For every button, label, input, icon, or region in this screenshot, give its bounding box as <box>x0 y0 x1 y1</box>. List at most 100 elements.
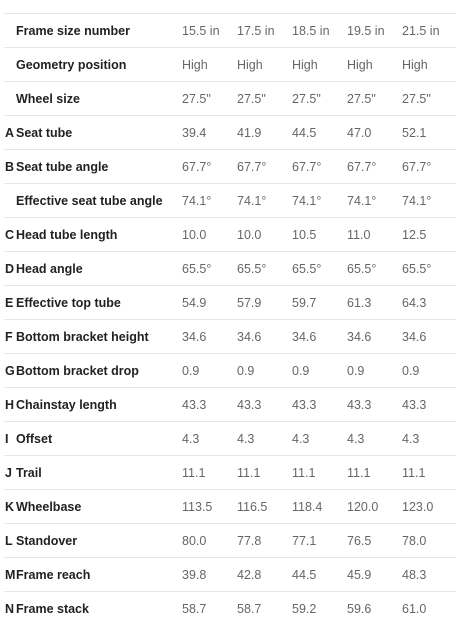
table-row: M Frame reach 39.8 42.8 44.5 45.9 48.3 <box>4 557 456 592</box>
table-row: D Head angle 65.5° 65.5° 65.5° 65.5° 65.5° <box>4 251 456 286</box>
row-value: 48.3 <box>401 557 456 592</box>
row-value: 67.7° <box>236 149 291 184</box>
row-value: 113.5 <box>181 489 236 524</box>
row-value: 27.5" <box>346 81 401 116</box>
row-value: 41.9 <box>236 115 291 150</box>
row-value: 123.0 <box>401 489 456 524</box>
row-value: 17.5 in <box>236 13 291 48</box>
row-label: Geometry position <box>16 47 181 82</box>
row-label: Standover <box>16 523 181 558</box>
table-row: K Wheelbase 113.5 116.5 118.4 120.0 123.0 <box>4 489 456 524</box>
row-value: 59.6 <box>346 591 401 625</box>
row-value: 58.7 <box>181 591 236 625</box>
row-value: 18.5 in <box>291 13 346 48</box>
row-letter: N <box>4 591 16 625</box>
table-row: A Seat tube 39.4 41.9 44.5 47.0 52.1 <box>4 115 456 150</box>
row-value: High <box>401 47 456 82</box>
row-letter: G <box>4 353 16 388</box>
row-value: 34.6 <box>401 319 456 354</box>
table-row: Frame size number 15.5 in 17.5 in 18.5 in 19… <box>4 13 456 48</box>
row-label: Effective top tube <box>16 285 181 320</box>
row-value: 77.1 <box>291 523 346 558</box>
row-value: 74.1° <box>236 183 291 218</box>
row-value: 61.0 <box>401 591 456 625</box>
row-label: Wheelbase <box>16 489 181 524</box>
row-value: 74.1° <box>346 183 401 218</box>
row-value: 4.3 <box>181 421 236 456</box>
row-value: 11.1 <box>291 455 346 490</box>
row-value: 76.5 <box>346 523 401 558</box>
row-letter: D <box>4 251 16 286</box>
row-value: 4.3 <box>346 421 401 456</box>
table-row: N Frame stack 58.7 58.7 59.2 59.6 61.0 <box>4 591 456 625</box>
row-value: 0.9 <box>346 353 401 388</box>
row-letter: K <box>4 489 16 524</box>
row-value: 11.1 <box>181 455 236 490</box>
row-label: Seat tube <box>16 115 181 150</box>
row-value: 43.3 <box>401 387 456 422</box>
row-letter: J <box>4 455 16 490</box>
row-value: 44.5 <box>291 115 346 150</box>
row-letter: B <box>4 149 16 184</box>
row-label: Seat tube angle <box>16 149 181 184</box>
table-row: Effective seat tube angle 74.1° 74.1° 74.1°… <box>4 183 456 218</box>
row-value: 52.1 <box>401 115 456 150</box>
table-row: F Bottom bracket height 34.6 34.6 34.6 34.6 34… <box>4 319 456 354</box>
row-value: 65.5° <box>346 251 401 286</box>
geometry-table-body: Frame size number 15.5 in 17.5 in 18.5 in 19… <box>4 13 456 625</box>
row-letter: A <box>4 115 16 150</box>
row-label: Head angle <box>16 251 181 286</box>
row-letter <box>4 47 16 82</box>
row-value: 19.5 in <box>346 13 401 48</box>
row-letter: E <box>4 285 16 320</box>
row-value: 44.5 <box>291 557 346 592</box>
row-value: 64.3 <box>401 285 456 320</box>
row-label: Bottom bracket drop <box>16 353 181 388</box>
row-letter: F <box>4 319 16 354</box>
row-value: 58.7 <box>236 591 291 625</box>
row-label: Head tube length <box>16 217 181 252</box>
row-value: 54.9 <box>181 285 236 320</box>
row-value: 21.5 in <box>401 13 456 48</box>
row-value: 39.8 <box>181 557 236 592</box>
row-value: 11.1 <box>346 455 401 490</box>
row-value: 0.9 <box>401 353 456 388</box>
row-value: 4.3 <box>291 421 346 456</box>
row-value: 74.1° <box>181 183 236 218</box>
row-label: Wheel size <box>16 81 181 116</box>
row-value: 10.0 <box>236 217 291 252</box>
row-value: 47.0 <box>346 115 401 150</box>
row-value: 0.9 <box>181 353 236 388</box>
row-value: 67.7° <box>401 149 456 184</box>
row-value: 67.7° <box>291 149 346 184</box>
row-value: 10.5 <box>291 217 346 252</box>
row-value: High <box>181 47 236 82</box>
row-value: 120.0 <box>346 489 401 524</box>
row-value: 27.5" <box>181 81 236 116</box>
row-value: 34.6 <box>181 319 236 354</box>
row-value: 42.8 <box>236 557 291 592</box>
row-value: 43.3 <box>291 387 346 422</box>
table-row: Geometry position High High High High High <box>4 47 456 82</box>
table-row: G Bottom bracket drop 0.9 0.9 0.9 0.9 0.9 <box>4 353 456 388</box>
row-value: 12.5 <box>401 217 456 252</box>
row-label: Frame stack <box>16 591 181 625</box>
row-value: 0.9 <box>291 353 346 388</box>
table-row: C Head tube length 10.0 10.0 10.5 11.0 12.5 <box>4 217 456 252</box>
row-value: 27.5" <box>291 81 346 116</box>
row-value: 65.5° <box>401 251 456 286</box>
row-value: 77.8 <box>236 523 291 558</box>
row-value: 57.9 <box>236 285 291 320</box>
row-letter: H <box>4 387 16 422</box>
row-value: 4.3 <box>236 421 291 456</box>
row-letter <box>4 13 16 48</box>
row-value: 34.6 <box>346 319 401 354</box>
table-row: I Offset 4.3 4.3 4.3 4.3 4.3 <box>4 421 456 456</box>
row-value: 65.5° <box>236 251 291 286</box>
row-value: 11.1 <box>236 455 291 490</box>
row-value: 59.7 <box>291 285 346 320</box>
row-letter <box>4 81 16 116</box>
row-value: 80.0 <box>181 523 236 558</box>
row-value: 74.1° <box>401 183 456 218</box>
row-value: 34.6 <box>291 319 346 354</box>
